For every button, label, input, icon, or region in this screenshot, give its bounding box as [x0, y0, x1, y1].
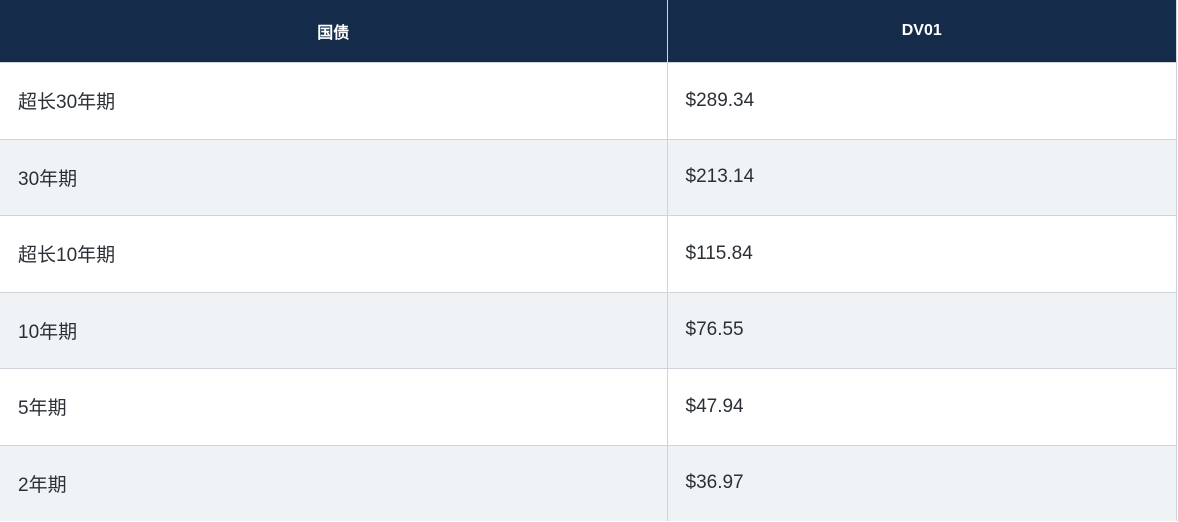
- table-row: 5年期 $47.94: [0, 368, 1177, 445]
- bond-cell: 超长30年期: [0, 62, 668, 139]
- bond-cell: 30年期: [0, 138, 668, 216]
- bond-cell: 2年期: [0, 444, 668, 521]
- table-row: 超长30年期 $289.34: [0, 62, 1177, 139]
- bond-cell: 10年期: [0, 291, 668, 369]
- dv01-cell: $36.97: [667, 444, 1177, 521]
- dv01-cell: $47.94: [667, 368, 1177, 445]
- dv01-cell: $213.14: [667, 138, 1177, 216]
- header-row: 国债 DV01: [0, 0, 1177, 63]
- bond-cell: 5年期: [0, 368, 668, 445]
- dv01-cell: $289.34: [667, 62, 1177, 139]
- bond-cell: 超长10年期: [0, 215, 668, 292]
- header-cell: DV01: [667, 0, 1177, 63]
- table-row: 10年期 $76.55: [0, 291, 1177, 369]
- table-row: 2年期 $36.97: [0, 444, 1177, 521]
- header-cell: 国债: [0, 0, 668, 63]
- table-row: 30年期 $213.14: [0, 138, 1177, 216]
- table-row: 超长10年期 $115.84: [0, 215, 1177, 292]
- dv01-cell: $115.84: [667, 215, 1177, 292]
- dv01-cell: $76.55: [667, 291, 1177, 369]
